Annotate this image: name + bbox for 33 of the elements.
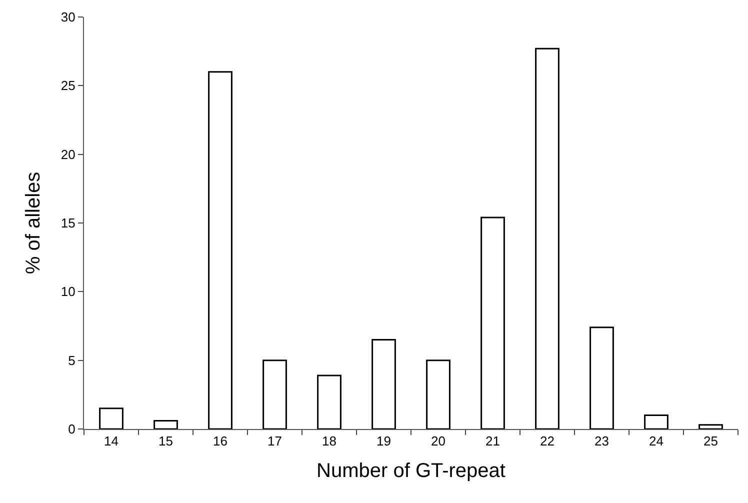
y-tick-label: 10 bbox=[60, 284, 76, 300]
bar bbox=[535, 48, 560, 429]
x-tick-label: 19 bbox=[376, 434, 391, 449]
bar bbox=[208, 71, 232, 429]
x-tick-label: 22 bbox=[540, 434, 554, 449]
x-tick-label: 15 bbox=[158, 434, 173, 449]
y-tick-label: 30 bbox=[60, 10, 76, 25]
bar bbox=[480, 216, 505, 429]
x-tick-label: 16 bbox=[213, 434, 228, 449]
bar bbox=[99, 408, 124, 429]
bar bbox=[372, 338, 396, 429]
y-tick-label: 15 bbox=[60, 216, 76, 231]
x-tick-label: 18 bbox=[322, 434, 336, 449]
bar bbox=[698, 424, 723, 429]
x-tick-label: 14 bbox=[104, 434, 118, 449]
x-tick-label: 24 bbox=[649, 434, 664, 449]
y-tick-label: 20 bbox=[60, 146, 76, 162]
x-tick-label: 21 bbox=[486, 434, 500, 449]
y-tick-label: 5 bbox=[68, 352, 76, 368]
bar bbox=[262, 360, 287, 429]
y-axis-title: % of alleles bbox=[22, 172, 44, 274]
x-tick-label: 20 bbox=[431, 434, 446, 449]
bar bbox=[644, 414, 668, 429]
bar bbox=[590, 326, 614, 429]
y-tick-label: 25 bbox=[60, 78, 76, 94]
bar bbox=[426, 360, 450, 429]
x-tick-label: 17 bbox=[268, 434, 282, 449]
x-axis-title: Number of GT-repeat bbox=[316, 460, 506, 482]
x-tick-label: 25 bbox=[704, 434, 718, 449]
y-tick-label: 0 bbox=[68, 422, 76, 437]
bar bbox=[317, 374, 342, 429]
x-tick-label: 23 bbox=[594, 434, 609, 449]
bar bbox=[154, 420, 178, 429]
